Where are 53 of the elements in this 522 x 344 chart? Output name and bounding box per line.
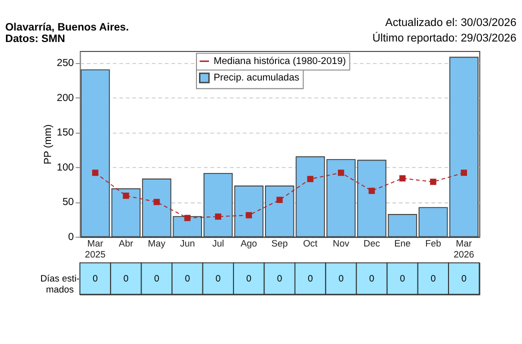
y-tick-label: Días esti-mados: [40, 273, 80, 294]
y-tick-label: 200: [56, 92, 74, 104]
data-label: 0: [338, 273, 344, 284]
chart-subtitle: Datos: SMN: [5, 33, 66, 46]
chart-title: Olavarría, Buenos Aires.: [5, 22, 129, 34]
x-tick-label: Nov: [332, 238, 350, 249]
point: [184, 214, 191, 222]
x-tick-label: Feb: [425, 238, 442, 249]
legend-label: Mediana histórica (1980-2019): [214, 56, 346, 68]
x-tick-label: Oct: [303, 238, 318, 249]
point: [246, 212, 252, 218]
legend-label: Precip. acumuladas: [214, 72, 300, 84]
data-label: 0: [369, 273, 374, 284]
point: [430, 178, 436, 185]
x-tick-label: Sep: [271, 238, 288, 249]
data-label: 0: [184, 273, 190, 284]
x-tick-label: Mar 2025: [84, 238, 106, 260]
point: [368, 188, 375, 194]
data-label: 0: [400, 273, 406, 284]
y-tick-label: 0: [68, 232, 74, 244]
x-tick-label: Jul: [212, 238, 224, 249]
data-label: 0: [461, 273, 466, 284]
x-tick-label: Abr: [118, 238, 134, 249]
x-tick-label: May: [148, 238, 166, 249]
data-label: 0: [216, 273, 221, 284]
x-tick-label: Mar 2026: [454, 238, 474, 260]
point: [276, 196, 283, 204]
x-tick-label: Ene: [394, 238, 411, 249]
data-label: 0: [277, 273, 282, 284]
point: [338, 170, 344, 176]
point: [307, 176, 314, 182]
text: Actualizado el: 30/03/2026: [385, 16, 516, 29]
point: [154, 198, 160, 206]
x-tick-label: Jun: [180, 238, 195, 249]
data-label: 0: [92, 273, 98, 284]
point: [122, 192, 130, 199]
point: [215, 213, 222, 220]
point: [460, 170, 468, 176]
y-tick-label: 250: [56, 58, 74, 70]
point: [399, 175, 406, 182]
point: [92, 170, 98, 176]
data-label: 0: [123, 273, 129, 284]
data-label: 0: [308, 273, 313, 284]
data-label: 0: [246, 273, 252, 284]
data-label: 0: [430, 273, 436, 284]
y-tick-label: 100: [56, 162, 74, 174]
y-tick-label: 150: [56, 128, 74, 139]
data-label: 0: [154, 273, 160, 284]
y-tick-label: 50: [62, 197, 74, 208]
x-tick-label: Ago: [240, 238, 258, 249]
text: Último reportado: 29/03/2026: [372, 32, 516, 45]
y-axis-title: PP (mm): [43, 124, 54, 164]
x-tick-label: Dec: [364, 238, 380, 249]
